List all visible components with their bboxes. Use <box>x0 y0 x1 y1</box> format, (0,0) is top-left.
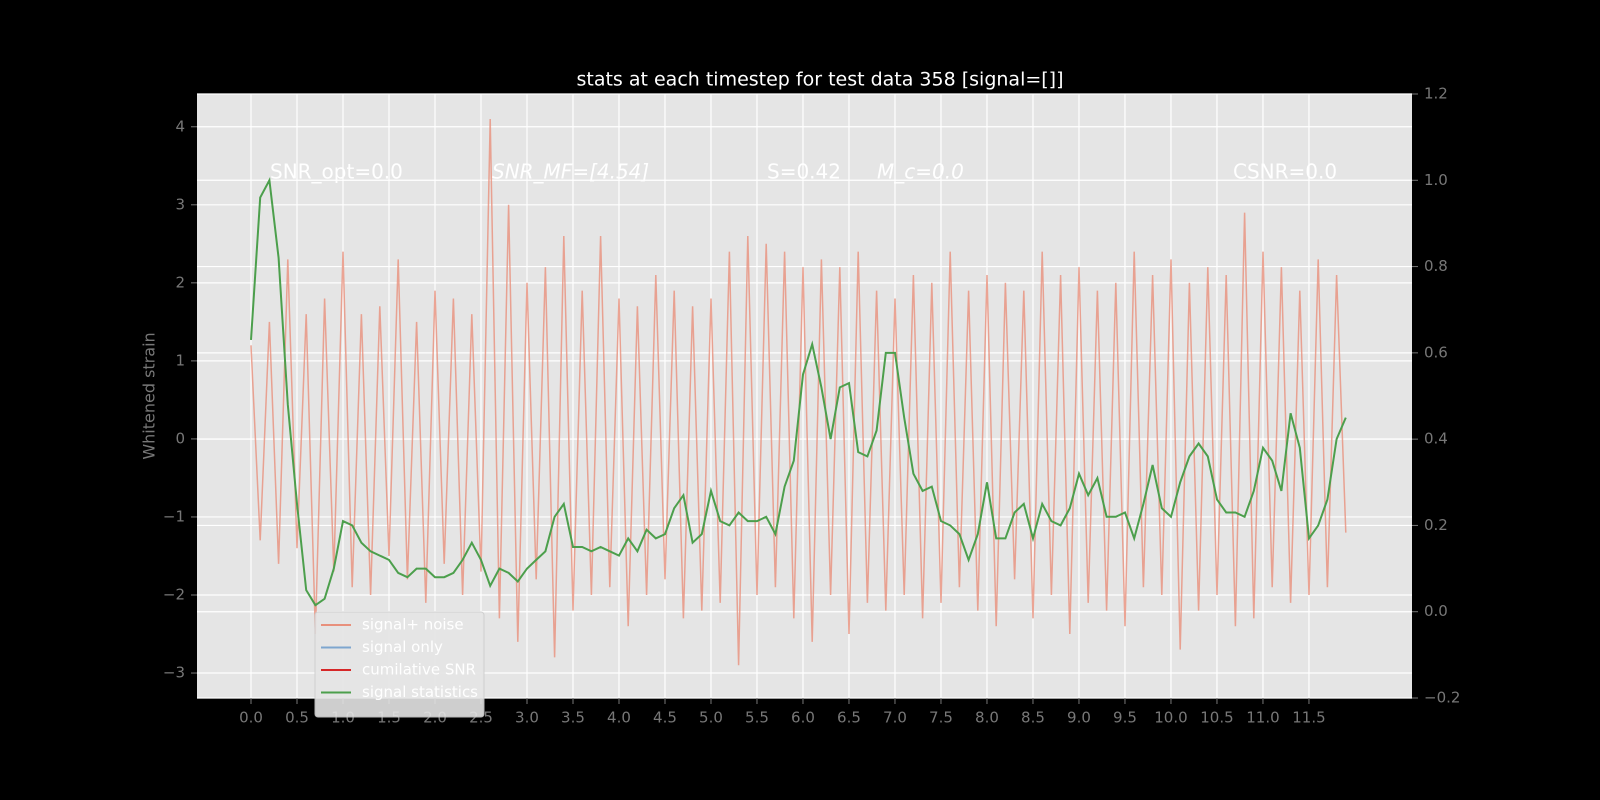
legend-label: signal only <box>362 638 443 656</box>
annotation: SNR_MF=[4.54] <box>492 160 649 184</box>
y2-tick-label: 0.6 <box>1424 343 1448 361</box>
chart-title: stats at each timestep for test data 358… <box>576 69 1063 91</box>
x-tick-label: 10.5 <box>1200 709 1233 727</box>
annotation: M_c=0.0 <box>877 160 964 184</box>
y-tick-label: 2 <box>175 273 185 291</box>
legend-label: cumilative SNR <box>362 661 476 679</box>
annotation: CSNR=0.0 <box>1233 160 1337 184</box>
x-tick-label: 8.5 <box>1021 709 1045 727</box>
x-tick-label: 11.0 <box>1246 709 1279 727</box>
legend-label: signal+ noise <box>362 616 464 634</box>
x-tick-label: 10.0 <box>1154 709 1187 727</box>
y2-tick-label: 0.4 <box>1424 430 1448 448</box>
y2-tick-label: 0.8 <box>1424 257 1448 275</box>
y-tick-label: 4 <box>175 117 185 135</box>
y-tick-label: −1 <box>163 507 185 525</box>
x-tick-label: 5.5 <box>745 709 769 727</box>
y2-tick-label: 1.2 <box>1424 85 1448 103</box>
y2-tick-label: 0.2 <box>1424 516 1448 534</box>
annotation: SNR_opt=0.0 <box>270 160 403 184</box>
series-line <box>250 118 1347 666</box>
y-tick-label: 1 <box>175 351 185 369</box>
x-tick-label: 6.5 <box>837 709 861 727</box>
legend-box <box>314 611 485 718</box>
x-tick-label: 11.5 <box>1292 709 1325 727</box>
x-tick-label: 7.0 <box>883 709 907 727</box>
y-tick-label: 3 <box>175 195 185 213</box>
annotation: S=0.42 <box>767 160 841 184</box>
x-tick-label: 3.0 <box>515 709 539 727</box>
x-tick-label: 0.5 <box>285 709 309 727</box>
x-tick-label: 4.0 <box>607 709 631 727</box>
x-tick-label: 7.5 <box>929 709 953 727</box>
x-tick-label: 5.0 <box>699 709 723 727</box>
legend: signal+ noise signal only cumilative SNR si… <box>314 611 485 718</box>
series-line <box>250 177 1347 607</box>
legend-label: signal statistics <box>362 683 478 701</box>
x-tick-label: 6.0 <box>791 709 815 727</box>
y2-tick-label: 1.0 <box>1424 171 1448 189</box>
x-tick-label: 8.0 <box>975 709 999 727</box>
y2-tick-label: −0.2 <box>1424 689 1460 707</box>
x-tick-label: 0.0 <box>239 709 263 727</box>
plot-area <box>197 94 1412 698</box>
y-tick-label: −3 <box>163 664 185 682</box>
y2-tick-label: 0.0 <box>1424 602 1448 620</box>
y-axis-label: Whitened strain <box>140 332 159 459</box>
y-tick-label: 0 <box>175 429 185 447</box>
x-tick-label: 9.5 <box>1113 709 1137 727</box>
y-tick-label: −2 <box>163 585 185 603</box>
x-tick-label: 3.5 <box>561 709 585 727</box>
x-tick-label: 9.0 <box>1067 709 1091 727</box>
x-tick-label: 4.5 <box>653 709 677 727</box>
